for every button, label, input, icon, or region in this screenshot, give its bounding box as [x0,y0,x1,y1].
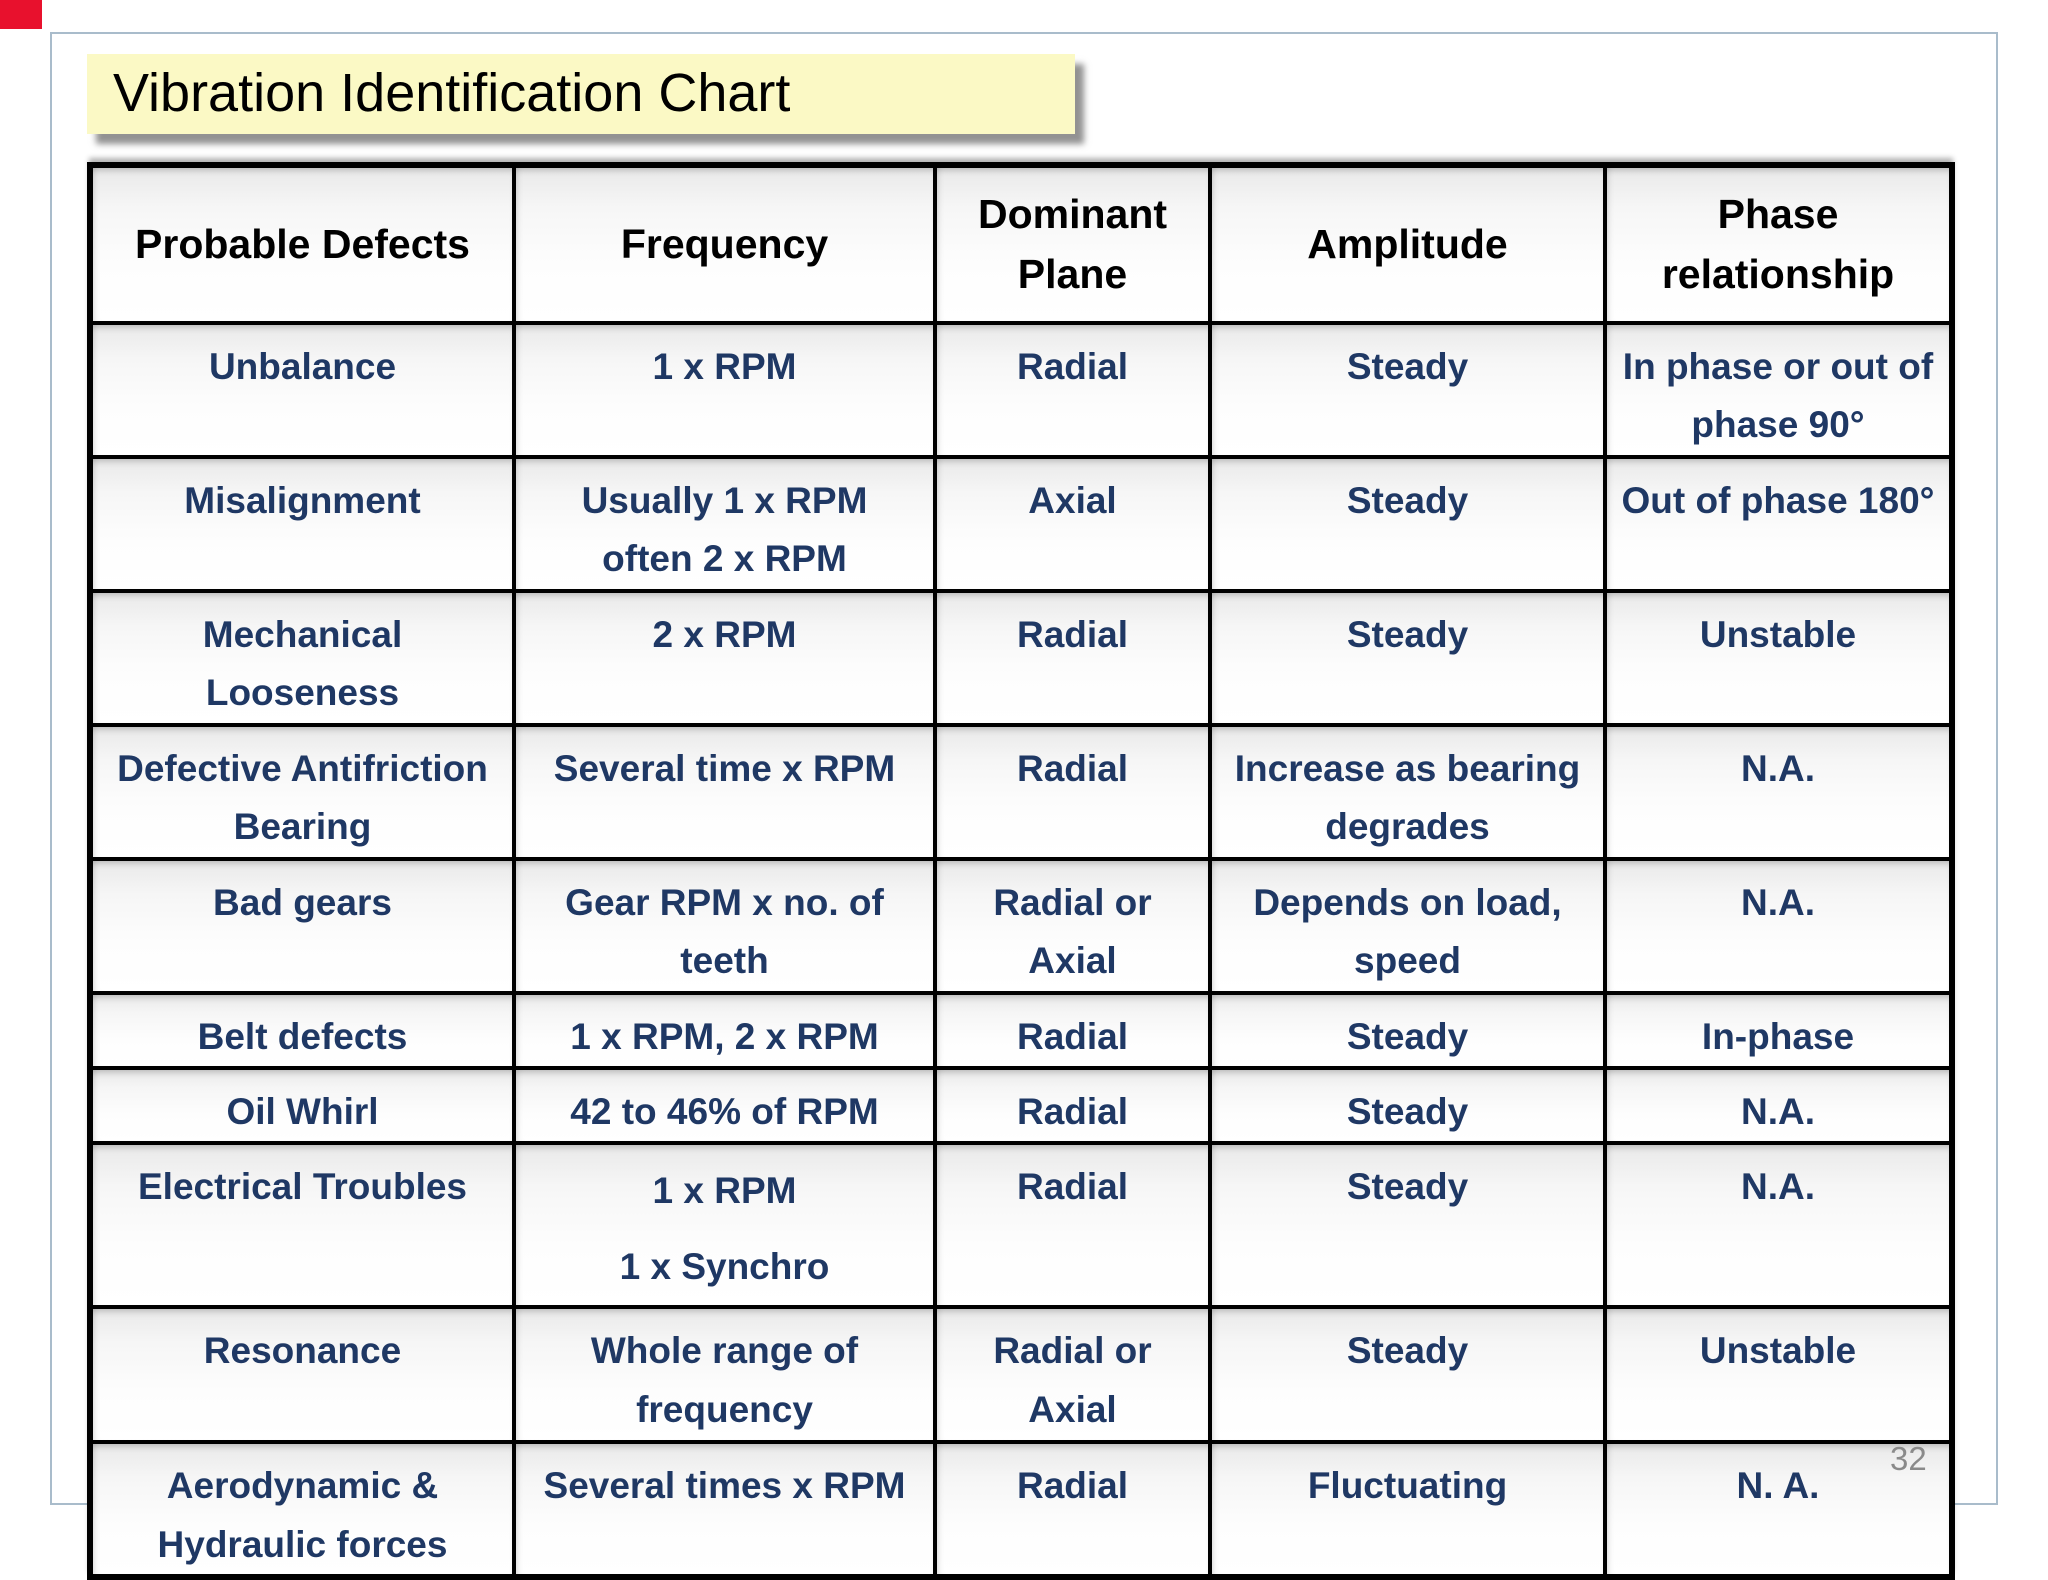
cell-r1-c0: Misalignment [88,454,516,593]
cell-r2-c0: Mechanical Looseness [88,588,516,727]
slide: Vibration Identification Chart Probable … [50,32,1998,1580]
vibration-identification-table: Probable Defects Frequency Dominant Plane A… [87,162,1955,1580]
cell-r6-c2: Radial [933,1065,1212,1146]
cell-r2-c4: Unstable [1603,588,1954,727]
cell-r0-c1: 1 x RPM [512,321,937,459]
table-row-9: Aerodynamic & Hydraulic forces Several ti… [88,1440,1954,1580]
cell-r1-c3: Steady [1208,454,1607,593]
slide-title: Vibration Identification Chart [113,63,791,123]
cell-r3-c0: Defective Antifriction Bearing [88,722,516,861]
cell-r9-c2: Radial [933,1440,1212,1580]
cell-r3-c3: Increase as bearing degrades [1208,722,1607,861]
table-row-2: Mechanical Looseness 2 x RPM Radial Steady U… [88,588,1954,727]
cell-r5-c4: In-phase [1603,990,1954,1070]
red-corner-mark [0,0,42,29]
cell-r2-c2: Radial [933,588,1212,727]
cell-r4-c0: Bad gears [88,856,516,995]
column-header-3: Amplitude [1208,163,1607,325]
cell-r6-c4: N.A. [1603,1065,1954,1146]
cell-r1-c2: Axial [933,454,1212,593]
cell-r5-c0: Belt defects [88,990,516,1070]
cell-r1-c4: Out of phase 180° [1603,454,1954,593]
cell-r2-c1: 2 x RPM [512,588,937,727]
cell-r7-c2: Radial [933,1141,1212,1310]
cell-r7-c3: Steady [1208,1141,1607,1310]
cell-r4-c4: N.A. [1603,856,1954,995]
cell-r7-c4: N.A. [1603,1141,1954,1310]
cell-r8-c4: Unstable [1603,1305,1954,1445]
cell-r5-c1: 1 x RPM, 2 x RPM [512,990,937,1070]
cell-r3-c4: N.A. [1603,722,1954,861]
table-row-5: Belt defects 1 x RPM, 2 x RPM Radial Steady… [88,990,1954,1070]
cell-r6-c3: Steady [1208,1065,1607,1146]
table-row-3: Defective Antifriction Bearing Several ti… [88,722,1954,861]
cell-r5-c3: Steady [1208,990,1607,1070]
cell-r4-c1: Gear RPM x no. of teeth [512,856,937,995]
cell-r9-c0: Aerodynamic & Hydraulic forces [88,1440,516,1580]
table-row-0: Unbalance 1 x RPM Radial Steady In phase or … [88,321,1954,459]
cell-r9-c1: Several times x RPM [512,1440,937,1580]
cell-r3-c1: Several time x RPM [512,722,937,861]
column-header-0: Probable Defects [88,163,516,325]
cell-r8-c1: Whole range of frequency [512,1305,937,1445]
cell-r8-c2: Radial or Axial [933,1305,1212,1445]
cell-r0-c4: In phase or out of phase 90° [1603,321,1954,459]
cell-r0-c0: Unbalance [88,321,516,459]
table-row-6: Oil Whirl 42 to 46% of RPM Radial Steady N.A… [88,1065,1954,1146]
cell-r7-c1: 1 x RPM 1 x Synchro [512,1141,937,1310]
table-row-1: Misalignment Usually 1 x RPM often 2 x RP… [88,454,1954,593]
column-header-4: Phase relationship [1603,163,1954,325]
cell-r0-c2: Radial [933,321,1212,459]
slide-title-box: Vibration Identification Chart [87,54,1075,134]
table-row-8: Resonance Whole range of frequency Radial … [88,1305,1954,1445]
cell-r4-c3: Depends on load, speed [1208,856,1607,995]
cell-r6-c1: 42 to 46% of RPM [512,1065,937,1146]
cell-r9-c3: Fluctuating [1208,1440,1607,1580]
cell-r8-c0: Resonance [88,1305,516,1445]
cell-r0-c3: Steady [1208,321,1607,459]
cell-r1-c1: Usually 1 x RPM often 2 x RPM [512,454,937,593]
cell-r5-c2: Radial [933,990,1212,1070]
table-row-4: Bad gears Gear RPM x no. of teeth Radial o… [88,856,1954,995]
cell-r6-c0: Oil Whirl [88,1065,516,1146]
column-header-2: Dominant Plane [933,163,1212,325]
table-header-row: Probable Defects Frequency Dominant Plane A… [88,163,1954,325]
cell-r4-c2: Radial or Axial [933,856,1212,995]
cell-r3-c2: Radial [933,722,1212,861]
cell-r7-c0: Electrical Troubles [88,1141,516,1310]
cell-r8-c3: Steady [1208,1305,1607,1445]
column-header-1: Frequency [512,163,937,325]
page-number: 32 [1890,1440,1927,1477]
table-row-7: Electrical Troubles 1 x RPM 1 x Synchro Ra… [88,1141,1954,1310]
cell-r2-c3: Steady [1208,588,1607,727]
